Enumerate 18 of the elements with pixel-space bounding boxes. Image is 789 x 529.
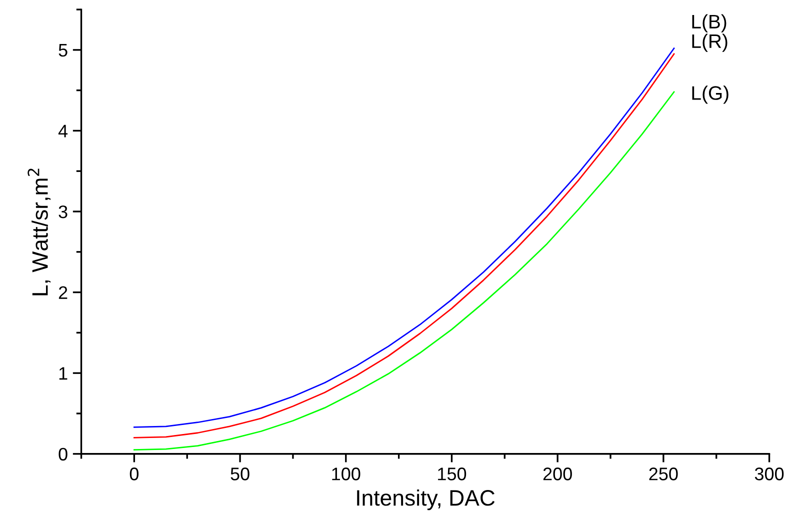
x-tick-label: 150 <box>438 468 466 480</box>
y-tick-label: 0 <box>58 448 68 461</box>
x-tick-label: 100 <box>332 468 360 480</box>
y-tick-label: 1 <box>59 367 68 380</box>
y-tick-label: 3 <box>58 205 68 218</box>
y-axis-title: L, Watt/sr,m$^{2}$ <box>28 168 51 296</box>
x-tick-label: 50 <box>230 468 250 480</box>
x-tick-label: 300 <box>754 468 784 480</box>
series-label: L(B) <box>692 14 726 32</box>
x-tick-label: 200 <box>543 468 572 480</box>
y-tick-label: 5 <box>58 44 68 57</box>
y-tick-label: 4 <box>58 124 68 138</box>
x-tick-label: 250 <box>649 468 678 480</box>
x-axis-title: Intensity, DAC <box>357 489 495 510</box>
x-tick-label: 0 <box>130 468 139 480</box>
series-label: L(G) <box>692 86 728 104</box>
series-label: L(R) <box>692 34 728 52</box>
y-tick-label: 2 <box>58 286 68 299</box>
